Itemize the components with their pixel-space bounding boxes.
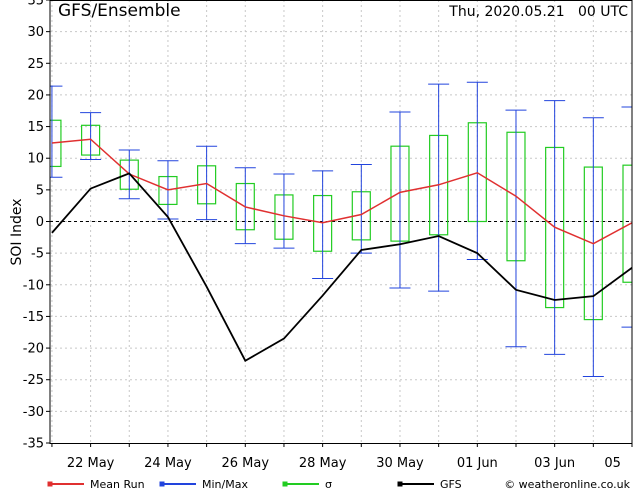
run-date: Thu, 2020.05.21 00 UTC xyxy=(448,4,628,20)
mean-run-line xyxy=(51,138,632,245)
legend-swatch-marker xyxy=(47,481,53,487)
x-tick-label: 30 May xyxy=(376,456,424,471)
y-tick-label: 15 xyxy=(27,120,44,135)
credit-text: © weatheronline.co.uk xyxy=(504,478,630,490)
x-tick-label: 24 May xyxy=(144,456,192,471)
y-tick-label: -20 xyxy=(23,342,44,357)
legend-label: GFS xyxy=(440,478,462,490)
x-tick-label: 28 May xyxy=(299,456,347,471)
x-tick-label: 22 May xyxy=(67,456,115,471)
y-tick-label: 25 xyxy=(27,57,44,72)
legend-label: σ xyxy=(325,478,332,490)
x-tick-label: 03 Jun xyxy=(534,456,575,471)
y-tick-label: -5 xyxy=(31,247,44,262)
y-tick-label: 5 xyxy=(36,183,44,198)
sigma-box xyxy=(622,164,632,283)
gfs-series xyxy=(51,172,632,362)
y-tick-label: 10 xyxy=(27,152,44,167)
legend-swatch-marker xyxy=(397,481,403,487)
y-tick-label: -15 xyxy=(23,310,44,325)
y-tick-label: 35 xyxy=(27,0,44,9)
legend-label: Mean Run xyxy=(90,478,145,490)
x-tick-label: 26 May xyxy=(222,456,270,471)
mean-run-series xyxy=(51,138,632,245)
plot-frame xyxy=(49,0,633,444)
y-tick-label: 30 xyxy=(27,25,44,40)
x-tick-label: 05 xyxy=(604,456,621,471)
y-axis-label: SOI Index xyxy=(9,198,25,265)
gfs-line xyxy=(51,172,632,362)
y-tick-label: -10 xyxy=(23,278,44,293)
y-tick-label: 20 xyxy=(27,88,44,103)
x-tick-label: 01 Jun xyxy=(457,456,498,471)
y-tick-label: -35 xyxy=(23,437,44,452)
chart-title: GFS/Ensemble xyxy=(58,1,181,21)
legend-swatch-marker xyxy=(159,481,165,487)
legend-swatch-marker xyxy=(282,481,288,487)
legend: Mean Run Min/Max σ GFS xyxy=(47,478,462,490)
y-tick-label: -25 xyxy=(23,373,44,388)
y-tick-label: 0 xyxy=(36,215,44,230)
y-tick-label: -30 xyxy=(23,405,44,420)
legend-label: Min/Max xyxy=(202,478,248,490)
